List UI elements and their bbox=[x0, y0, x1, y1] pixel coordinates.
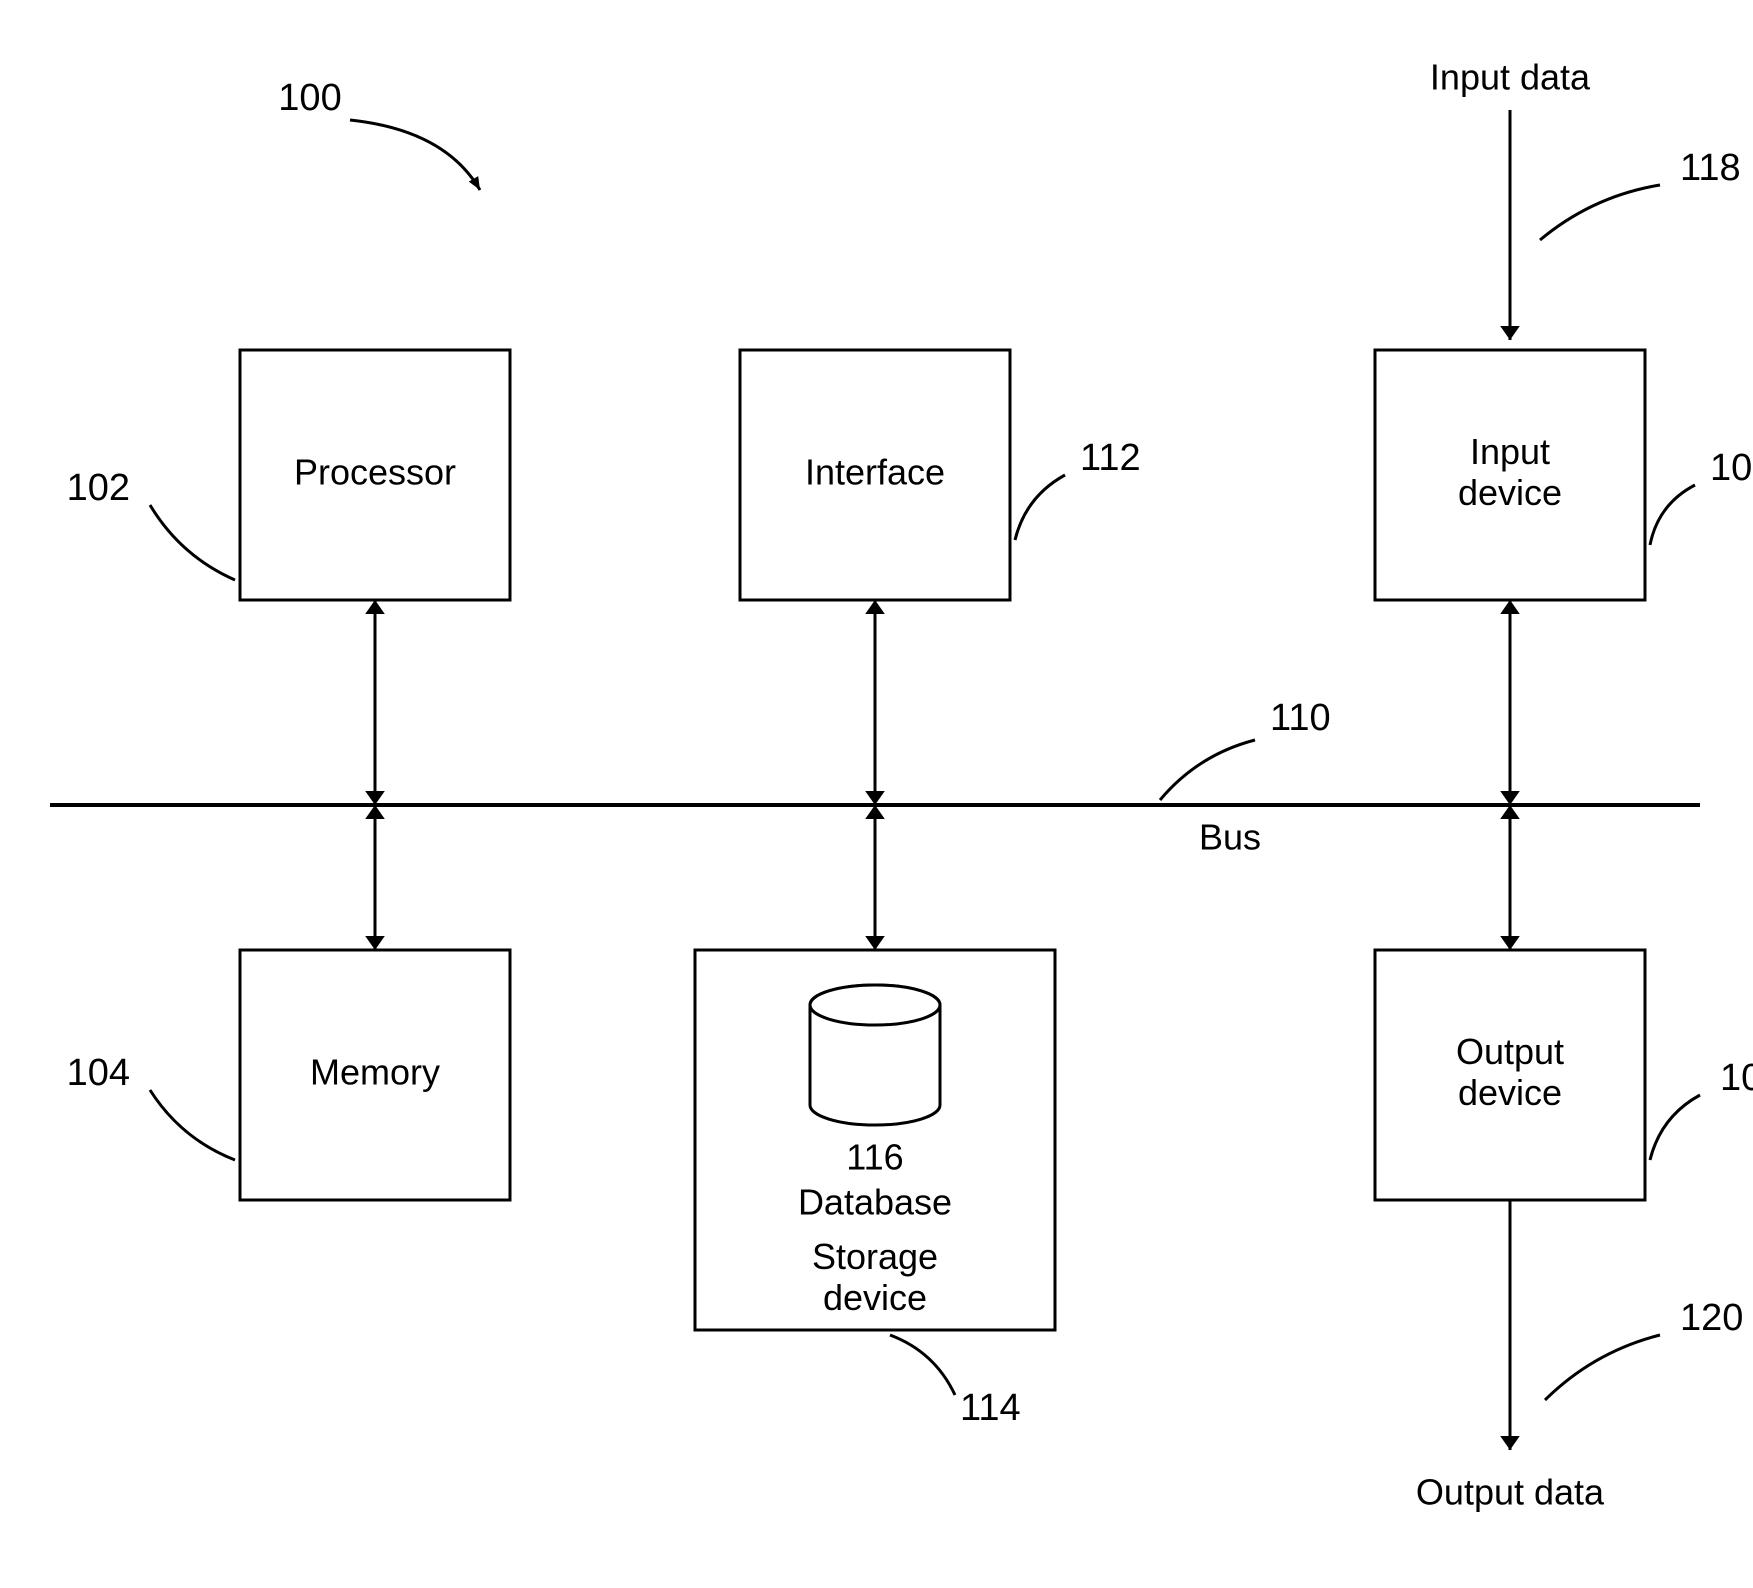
leader-line bbox=[1650, 1095, 1700, 1160]
arrowhead bbox=[1500, 600, 1520, 614]
database-label: Database bbox=[798, 1182, 952, 1223]
ref-106: 106 bbox=[1710, 447, 1753, 489]
arrowhead bbox=[865, 936, 885, 950]
arrowhead bbox=[365, 791, 385, 805]
leader-line bbox=[1160, 740, 1255, 800]
arrowhead bbox=[1500, 1436, 1520, 1450]
figure-ref-arrow bbox=[350, 120, 480, 190]
arrowhead bbox=[865, 805, 885, 819]
arrowhead bbox=[1500, 791, 1520, 805]
leader-line bbox=[1015, 475, 1065, 540]
bus-label: Bus bbox=[1199, 817, 1261, 858]
arrowhead bbox=[865, 600, 885, 614]
ref-110: 110 bbox=[1270, 697, 1331, 739]
arrowhead bbox=[365, 600, 385, 614]
leader-line bbox=[1650, 485, 1695, 545]
arrowhead bbox=[1500, 805, 1520, 819]
input-device-label: Input bbox=[1470, 431, 1550, 472]
ref-118: 118 bbox=[1680, 147, 1741, 189]
arrowhead bbox=[365, 805, 385, 819]
leader-line bbox=[890, 1335, 955, 1395]
storage-device-label: device bbox=[823, 1277, 927, 1318]
ref-108: 108 bbox=[1720, 1057, 1753, 1099]
arrowhead bbox=[865, 791, 885, 805]
ref-104: 104 bbox=[67, 1052, 130, 1094]
leader-line bbox=[1545, 1335, 1660, 1400]
leader-line bbox=[150, 1090, 235, 1160]
storage-device-label: Storage bbox=[812, 1236, 938, 1277]
ref-114: 114 bbox=[960, 1387, 1021, 1429]
ref-116: 116 bbox=[846, 1137, 903, 1178]
leader-line bbox=[150, 505, 235, 580]
figure-ref-100: 100 bbox=[278, 77, 341, 119]
leader-line bbox=[1540, 185, 1660, 240]
database-icon-top bbox=[810, 985, 940, 1025]
arrowhead bbox=[1500, 936, 1520, 950]
ref-120: 120 bbox=[1680, 1297, 1743, 1339]
processor-label: Processor bbox=[294, 452, 456, 493]
arrowhead bbox=[365, 936, 385, 950]
ref-112: 112 bbox=[1080, 437, 1141, 479]
output-data-label: Output data bbox=[1416, 1472, 1605, 1513]
arrowhead bbox=[1500, 326, 1520, 340]
ref-102: 102 bbox=[67, 467, 130, 509]
output-device-label: Output bbox=[1456, 1031, 1564, 1072]
input-device-label: device bbox=[1458, 472, 1562, 513]
memory-label: Memory bbox=[310, 1052, 440, 1093]
input-data-label: Input data bbox=[1430, 57, 1591, 98]
output-device-label: device bbox=[1458, 1072, 1562, 1113]
interface-label: Interface bbox=[805, 452, 945, 493]
